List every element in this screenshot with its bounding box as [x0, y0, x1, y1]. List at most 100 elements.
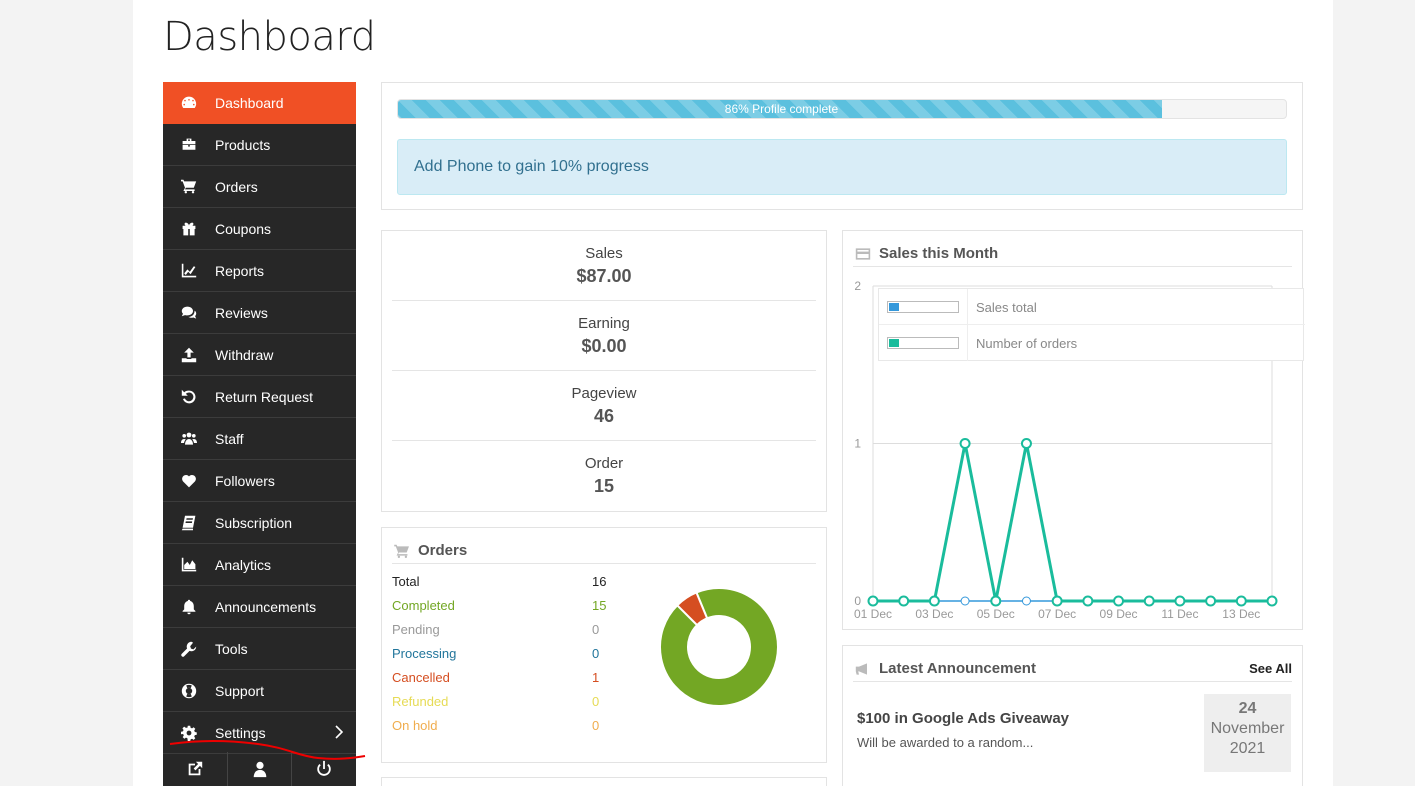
wrench-icon [179, 641, 199, 657]
data-point-orders[interactable] [1051, 595, 1063, 607]
legend-label: Sales total [976, 300, 1037, 315]
upload-icon [179, 347, 199, 363]
next-panel [381, 777, 827, 786]
user-icon [253, 761, 266, 778]
stat-label: Earning [578, 315, 630, 332]
data-point-orders[interactable] [1082, 595, 1094, 607]
sidebar-item-label: Dashboard [215, 94, 284, 111]
order-status-label: Refunded [392, 694, 449, 709]
sidebar-item-dashboard[interactable]: Dashboard [163, 82, 356, 124]
sidebar-item-reports[interactable]: Reports [163, 250, 356, 292]
stat-pageview[interactable]: Pageview 46 [392, 371, 816, 441]
chart-legend: Sales total Number of orders [878, 288, 1305, 361]
progress-label: 86% Profile complete [724, 102, 839, 116]
order-status-count: 0 [592, 622, 600, 637]
announcement-item-title[interactable]: $100 in Google Ads Giveaway [857, 710, 1070, 727]
page-title: Dashboard [163, 14, 376, 60]
sales-month-panel: Sales this Month 0 1 2 01 Dec 03 Dec 05 Dec 07… [842, 230, 1305, 630]
gift-icon [179, 221, 199, 237]
sidebar-item-settings[interactable]: Settings [163, 712, 356, 754]
sidebar-item-label: Settings [215, 724, 266, 741]
sidebar-item-support[interactable]: Support [163, 670, 356, 712]
data-point-sales-total[interactable] [960, 596, 970, 606]
order-status-cancelled[interactable]: Cancelled 1 [392, 670, 606, 690]
briefcase-icon [179, 137, 199, 153]
orders-header: Orders [392, 538, 816, 564]
profile-hint[interactable]: Add Phone to gain 10% progress [397, 139, 1287, 195]
profile-progress-panel: 86% Profile complete Add Phone to gain 1… [381, 82, 1303, 210]
donut-slice-cancelled[interactable] [675, 591, 709, 627]
stat-sales[interactable]: Sales $87.00 [392, 231, 816, 301]
order-status-refunded[interactable]: Refunded 0 [392, 694, 606, 714]
data-point-orders[interactable] [898, 595, 910, 607]
sales-line-chart: 0 1 2 01 Dec 03 Dec 05 Dec 07 Dec 09 Dec 11 Dec 1… [854, 279, 1278, 621]
order-status-pending[interactable]: Pending 0 [392, 622, 606, 642]
sidebar-item-orders[interactable]: Orders [163, 166, 356, 208]
page-container: Dashboard Dashboard Products Orders Coupons… [133, 0, 1333, 786]
stat-order[interactable]: Order 15 [392, 441, 816, 511]
order-status-count: 1 [592, 670, 600, 685]
x-tick-label: 07 Dec [1038, 607, 1076, 621]
users-icon [179, 431, 199, 447]
legend-item-sales-total[interactable]: Sales total [879, 289, 1305, 325]
x-tick-label: 01 Dec [854, 607, 892, 621]
data-point-orders[interactable] [1266, 595, 1278, 607]
stats-panel: Sales $87.00 Earning $0.00 Pageview 46 Order 15 [381, 230, 827, 512]
order-status-total[interactable]: Total 16 [392, 574, 606, 594]
data-point-orders[interactable] [1143, 595, 1155, 607]
data-point-orders[interactable] [959, 438, 971, 449]
data-point-orders[interactable] [1235, 595, 1247, 607]
data-point-orders[interactable] [990, 595, 1002, 607]
sidebar-item-announcements[interactable]: Announcements [163, 586, 356, 628]
data-point-orders[interactable] [1113, 595, 1125, 607]
data-point-orders[interactable] [1205, 595, 1217, 607]
data-point-orders[interactable] [1174, 595, 1186, 607]
order-status-completed[interactable]: Completed 15 [392, 598, 606, 618]
sidebar-item-label: Reports [215, 262, 265, 279]
stat-label: Pageview [571, 385, 637, 402]
sidebar-item-label: Analytics [215, 556, 272, 573]
announcement-day: 24 [1238, 700, 1257, 717]
logout-button[interactable] [292, 752, 356, 786]
sidebar-item-followers[interactable]: Followers [163, 460, 356, 502]
sidebar-item-products[interactable]: Products [163, 124, 356, 166]
order-status-processing[interactable]: Processing 0 [392, 646, 606, 666]
orders-title: Orders [418, 542, 468, 559]
data-point-orders[interactable] [867, 595, 879, 607]
announcement-date: 24 November 2021 [1204, 694, 1291, 772]
y-tick-label: 0 [854, 594, 861, 608]
announcement-month: November [1210, 720, 1285, 737]
sidebar-item-label: Subscription [215, 514, 293, 531]
bullhorn-icon [855, 662, 867, 675]
sidebar-item-tools[interactable]: Tools [163, 628, 356, 670]
visit-store-button[interactable] [163, 752, 228, 786]
stat-value: 46 [593, 406, 615, 426]
stat-earning[interactable]: Earning $0.00 [392, 301, 816, 371]
legend-item-orders[interactable]: Number of orders [879, 325, 1305, 361]
profile-progress-bar: 86% Profile complete [397, 99, 1287, 119]
sidebar-item-return-request[interactable]: Return Request [163, 376, 356, 418]
sidebar-item-subscription[interactable]: Subscription [163, 502, 356, 544]
sidebar-item-label: Tools [215, 640, 248, 657]
announcement-panel: Latest Announcement See All $100 in Goog… [842, 645, 1303, 786]
order-status-on-hold[interactable]: On hold 0 [392, 718, 606, 738]
sidebar-item-coupons[interactable]: Coupons [163, 208, 356, 250]
order-status-label: Completed [392, 598, 455, 613]
sidebar-item-staff[interactable]: Staff [163, 418, 356, 460]
data-point-orders[interactable] [1020, 438, 1032, 449]
x-tick-label: 03 Dec [915, 607, 953, 621]
edit-account-button[interactable] [228, 752, 293, 786]
external-link-icon [188, 761, 203, 776]
x-tick-label: 13 Dec [1222, 607, 1260, 621]
announcement-year: 2021 [1229, 740, 1266, 757]
sidebar-item-analytics[interactable]: Analytics [163, 544, 356, 586]
legend-label: Number of orders [976, 336, 1078, 351]
data-point-orders[interactable] [928, 595, 940, 607]
sidebar-item-reviews[interactable]: Reviews [163, 292, 356, 334]
announcement-header: Latest Announcement See All [853, 656, 1292, 682]
sidebar-item-withdraw[interactable]: Withdraw [163, 334, 356, 376]
see-all-link[interactable]: See All [1249, 661, 1292, 676]
sales-month-title: Sales this Month [879, 245, 999, 262]
data-point-sales-total[interactable] [1021, 596, 1031, 606]
sidebar-item-label: Orders [215, 178, 258, 195]
